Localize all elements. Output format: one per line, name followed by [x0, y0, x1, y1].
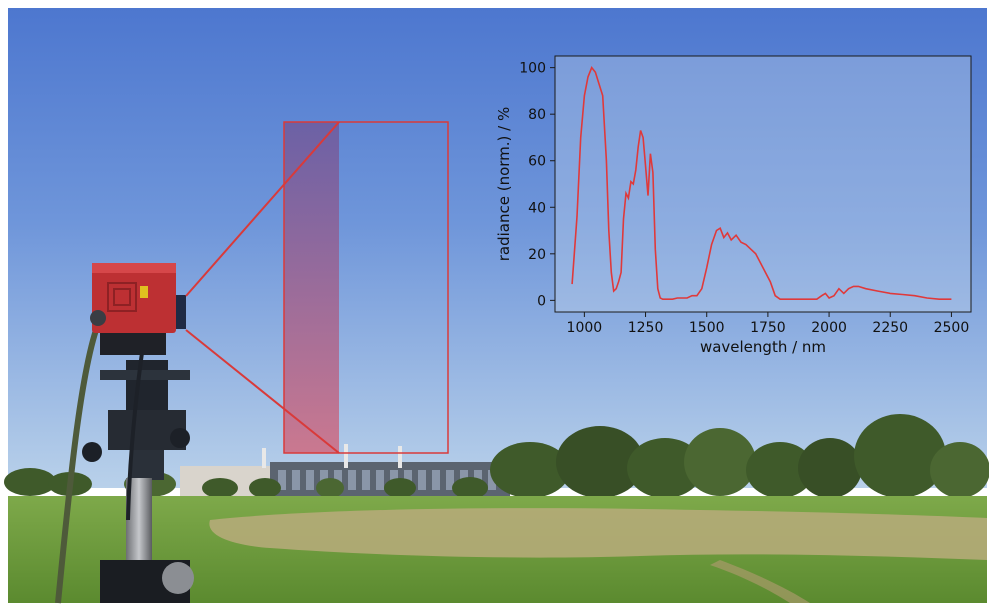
y-tick-label: 60 — [528, 154, 546, 170]
chart-plot-area — [554, 55, 972, 313]
y-tick-label: 80 — [528, 107, 546, 123]
x-tick-label: 1500 — [689, 320, 725, 336]
x-tick-label: 2250 — [872, 320, 908, 336]
x-axis-title: wavelength / nm — [700, 338, 826, 356]
dry-grass-patch — [209, 508, 987, 560]
spectrum-series-line — [571, 66, 952, 300]
y-tick-label: 100 — [519, 61, 546, 77]
y-tick-label: 40 — [528, 200, 546, 216]
spectrum-chart: 1000 1250 1500 1750 2000 2250 2500 0 20 40 60 80 100… — [495, 55, 972, 356]
x-tick-label: 2000 — [811, 320, 847, 336]
x-tick-label: 2500 — [934, 320, 970, 336]
hyperspectral-camera — [90, 263, 186, 355]
y-axis-title: radiance (norm.) / % — [495, 107, 513, 262]
y-tick-label: 20 — [528, 247, 546, 263]
sky — [8, 8, 987, 488]
x-tick-label: 1250 — [628, 320, 664, 336]
x-tick-label: 1750 — [750, 320, 786, 336]
x-tick-label: 1000 — [567, 320, 603, 336]
field-of-view-highlight — [185, 121, 449, 454]
y-tick-label: 0 — [537, 293, 546, 309]
